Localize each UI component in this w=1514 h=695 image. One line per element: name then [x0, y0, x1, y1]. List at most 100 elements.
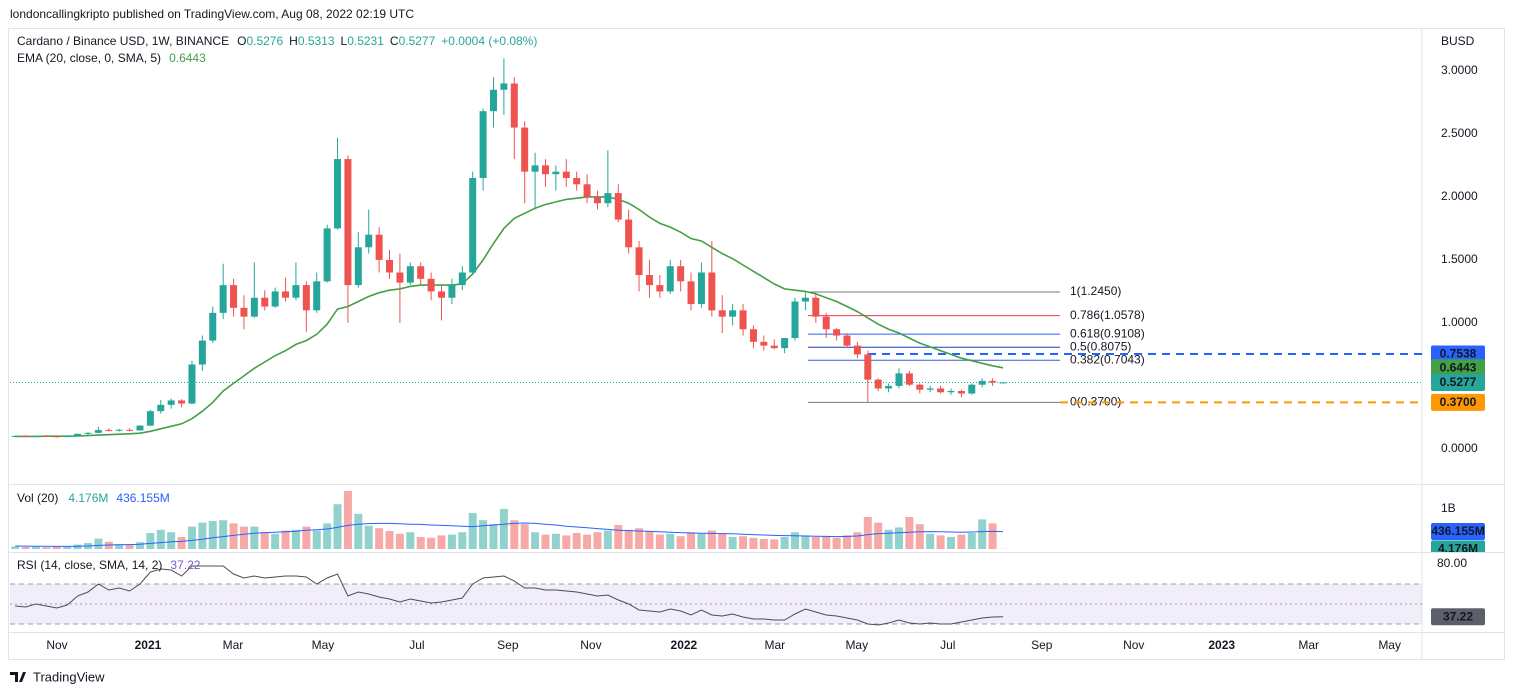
candle-body: [302, 285, 310, 311]
y-tick-label: 3.0000: [1441, 63, 1478, 77]
candle-body: [386, 259, 394, 273]
x-tick-label: 2021: [135, 638, 162, 652]
candle-body: [354, 247, 362, 286]
volume-bar: [645, 531, 654, 549]
candle-body: [947, 390, 955, 393]
volume-bar: [946, 537, 955, 549]
rsi-line: [15, 565, 1004, 626]
candle-body: [593, 196, 601, 204]
volume-bar: [884, 529, 893, 549]
candle-body: [604, 193, 612, 204]
volume-bar: [177, 537, 186, 549]
candle-body: [22, 435, 30, 437]
candle-body: [126, 429, 134, 431]
y-tick-label: 0.0000: [1441, 441, 1478, 455]
y-tick-label: 1.0000: [1441, 315, 1478, 329]
volume-bar: [343, 491, 352, 549]
candle-body: [656, 285, 664, 292]
candle-body: [74, 433, 82, 437]
candle-body: [521, 127, 529, 172]
candle-body: [63, 436, 71, 438]
candle-body: [240, 307, 248, 317]
candle-body: [375, 234, 383, 260]
rsi-name: RSI (14, close, SMA, 14, 2): [17, 558, 162, 572]
candle-body: [625, 219, 633, 248]
candle-body: [583, 184, 591, 197]
volume-bar: [458, 532, 467, 549]
y-tick-label: 2.0000: [1441, 189, 1478, 203]
volume-bar: [385, 531, 394, 549]
ema-line: [15, 196, 1004, 438]
candle-body: [157, 404, 165, 412]
volume-bar: [728, 537, 737, 549]
candle-body: [479, 111, 487, 178]
candle-body: [282, 291, 290, 298]
volume-bar: [614, 525, 623, 549]
candle-body: [895, 373, 903, 386]
volume-bar: [593, 532, 602, 549]
axes: Nov 2021 Mar May Jul Sep Nov 2022 Mar May Jul Sep No…: [46, 63, 1485, 652]
candle-body: [999, 382, 1007, 384]
volume-bar: [302, 526, 311, 549]
volume-bar: [894, 527, 903, 549]
candle-body: [937, 388, 945, 393]
volume-bar: [364, 525, 373, 549]
symbol-name: Cardano / Binance USD, 1W, BINANCE: [17, 34, 229, 48]
volume-bar: [156, 529, 165, 549]
x-tick-label: May: [312, 638, 335, 652]
x-tick-label: Jul: [409, 638, 424, 652]
candle-body: [822, 316, 830, 330]
volume-bar: [988, 523, 997, 549]
volume-bar: [915, 524, 924, 549]
candle-body: [94, 430, 102, 433]
candle-body: [396, 272, 404, 283]
candle-body: [458, 272, 466, 286]
candle-body: [469, 177, 477, 273]
volume-bar: [375, 528, 384, 549]
volume-bar: [718, 533, 727, 549]
candle-body: [510, 83, 518, 128]
candle-body: [677, 266, 685, 282]
volume-bar: [281, 530, 290, 549]
volume-bar: [520, 524, 529, 549]
volume-bar: [801, 535, 810, 549]
candle-body: [209, 312, 217, 341]
volume-bar: [94, 538, 103, 549]
fib-label: 0.786(1.0578): [1070, 308, 1145, 322]
volume-bar: [822, 536, 831, 549]
candle-body: [250, 297, 258, 317]
volume-bar: [250, 526, 259, 549]
volume-ma-line: [15, 522, 1004, 547]
level-price-text: 0.7538: [1440, 347, 1477, 361]
rsi-tick-label: 80.00: [1437, 556, 1467, 570]
candle-body: [334, 159, 342, 229]
volume-bar: [853, 532, 862, 549]
x-tick-label: May: [1378, 638, 1401, 652]
candle-body: [541, 165, 549, 175]
candle-body: [105, 430, 113, 432]
candle-body: [438, 291, 446, 298]
volume-bar: [167, 532, 176, 549]
candle-body: [791, 301, 799, 339]
candle-body: [323, 228, 331, 282]
ohlc-prefix: H: [289, 34, 298, 48]
volume-bar: [219, 520, 228, 549]
candle-body: [84, 432, 92, 434]
footer-logo: TradingView: [10, 669, 105, 684]
candle-body: [178, 400, 186, 404]
candle-body: [957, 390, 965, 394]
candle-body: [344, 159, 352, 286]
volume-bar: [635, 528, 644, 549]
candle-body: [635, 247, 643, 276]
change-value: +0.0004 (+0.08%): [441, 34, 537, 48]
volume-bar: [967, 533, 976, 549]
candle-body: [749, 329, 757, 342]
volume-bar: [603, 530, 612, 549]
volume-bar: [926, 533, 935, 549]
publish-header: londoncallingkripto published on Trading…: [10, 7, 414, 21]
volume-bar: [323, 523, 332, 549]
volume-bar: [770, 539, 779, 549]
symbol-legend: Cardano / Binance USD, 1W, BINANCE O0.527…: [17, 34, 537, 48]
